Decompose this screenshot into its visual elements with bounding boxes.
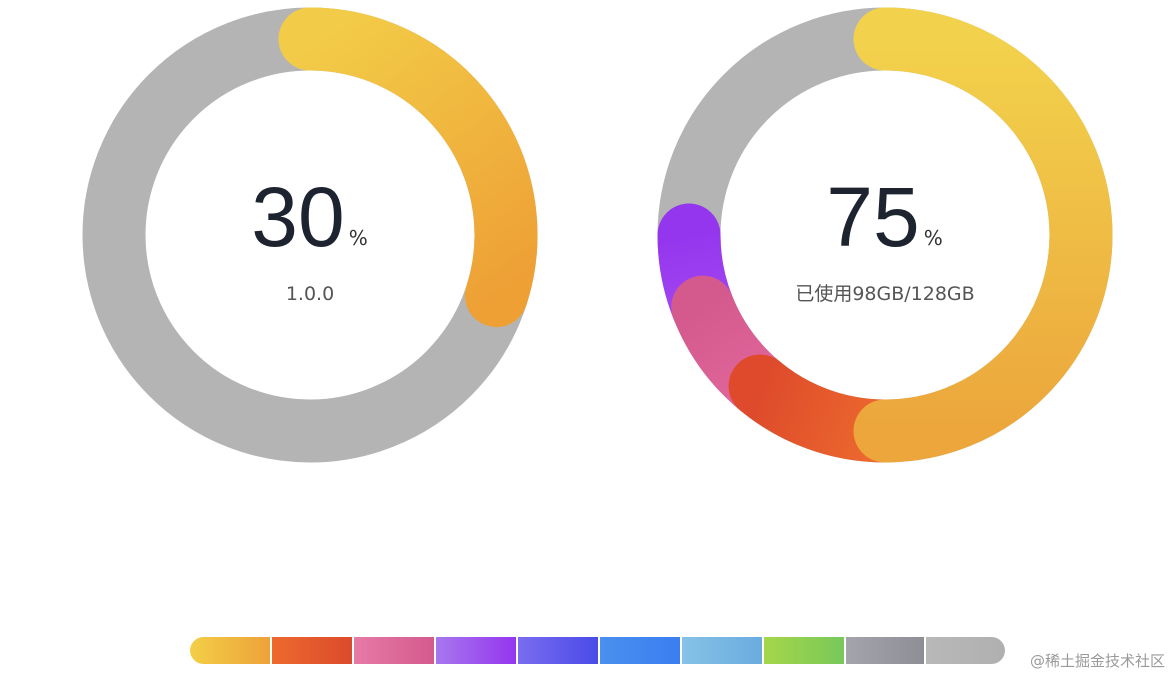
swatch <box>764 637 844 664</box>
gauge-value: 75 <box>826 170 919 264</box>
swatch <box>600 637 680 664</box>
swatch <box>926 637 1005 664</box>
gauge-arc <box>853 7 1113 463</box>
gauge-value: 30 <box>251 170 344 264</box>
watermark: @稀土掘金技术社区 <box>1030 652 1165 670</box>
swatch <box>518 637 598 664</box>
swatch <box>272 637 352 664</box>
gauge-label: 1.0.0 <box>286 283 334 305</box>
swatch <box>846 637 924 664</box>
swatch <box>682 637 762 664</box>
swatch <box>190 637 270 664</box>
palette-bar <box>190 637 1005 664</box>
gauge-label: 已使用98GB/128GB <box>795 283 974 305</box>
swatch <box>354 637 434 664</box>
gauge-arc <box>278 7 538 328</box>
gauge: 30 % 1.0.0 <box>82 7 538 463</box>
gauge: 75 % 已使用98GB/128GB <box>657 7 1113 463</box>
gauge-unit: % <box>349 226 368 250</box>
gauge-unit: % <box>924 226 943 250</box>
swatch <box>436 637 516 664</box>
